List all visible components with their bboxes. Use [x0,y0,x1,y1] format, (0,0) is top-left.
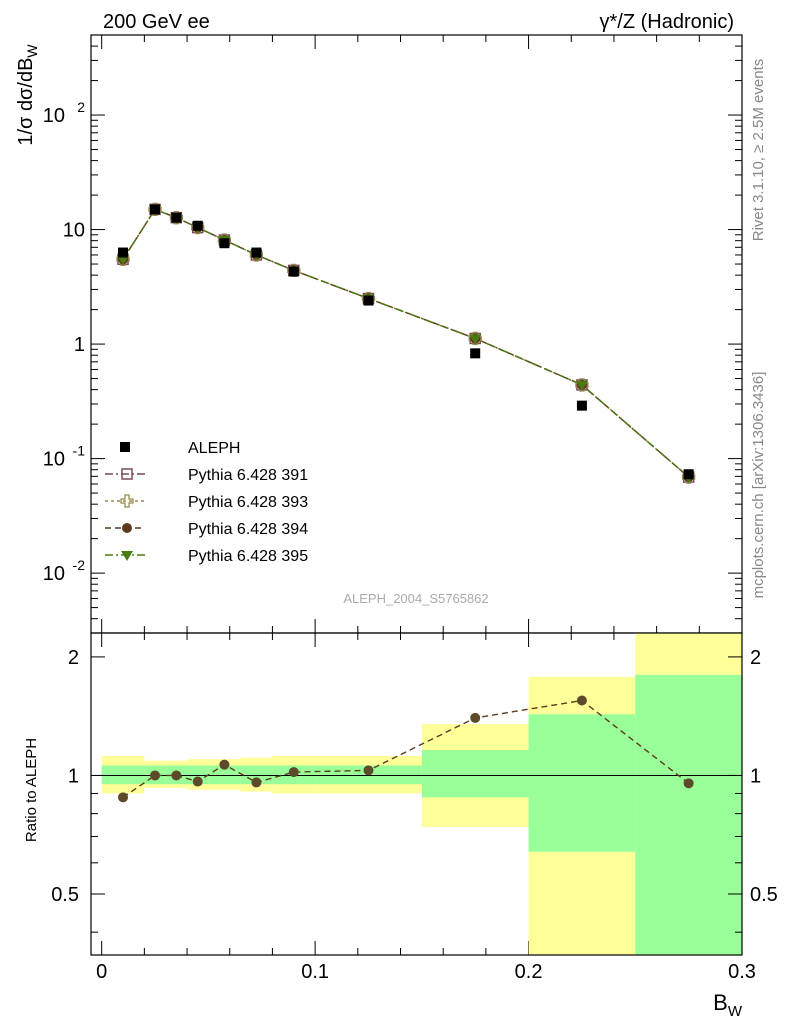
legend-marker [120,494,134,508]
ratio-ylabel: Ratio to ALEPH [23,738,40,842]
data-point [363,295,374,306]
y-tick-label: 10 [43,563,65,585]
legend-label: Pythia 6.428 393 [188,494,308,511]
series-line [122,208,690,478]
y-tick-exponent: 2 [77,99,85,115]
x-tick-label: 0.1 [301,961,329,983]
ratio-y-tick-label-right: 1 [750,765,761,787]
legend-marker [121,551,133,561]
legend-label: Pythia 6.428 391 [188,467,308,484]
ratio-point [683,778,694,789]
ratio-point [171,770,182,781]
data-point [575,380,588,391]
data-point [288,266,299,277]
ratio-point [288,767,299,778]
ratio-band-inner [421,750,529,798]
ratio-y-tick-label-right: 0.5 [750,884,778,906]
ratio-point [576,695,587,706]
x-tick-label: 0.3 [728,961,756,983]
ratio-y-tick-label: 2 [68,647,79,669]
legend-label: ALEPH [188,440,240,457]
y-tick-exponent: -2 [73,557,86,573]
x-tick-label: 0 [96,961,107,983]
data-point [171,212,182,223]
ratio-y-tick-label-right: 2 [750,647,761,669]
series-line [122,208,690,478]
y-tick-label: 1 [74,334,85,356]
legend-label: Pythia 6.428 395 [188,548,308,565]
ratio-band-inner [240,765,273,785]
data-point [470,348,481,359]
y-tick-label: 10 [43,105,65,127]
legend-marker [122,523,132,533]
ratio-point [363,765,374,776]
ratio-point [251,777,262,788]
x-tick-label: 0.2 [515,961,543,983]
main-panel: 10 -2 10 -1 1 10 10 2 ALEPH Pythia 6.428 391 Pythi… [43,34,743,955]
source-label: mcplots.cern.ch [arXiv:1306.3436] [750,372,767,599]
data-point [576,400,587,411]
data-point [117,255,130,266]
y-tick-label: 10 [43,449,65,471]
analysis-tag: ALEPH_2004_S5765862 [343,591,488,606]
ratio-point [150,770,161,781]
main-ylabel: 1/σ dσ/dBW [15,44,40,146]
y-tick-label: 10 [63,220,85,242]
y-tick-exponent: -1 [73,443,86,459]
ratio-point [192,776,203,787]
data-point [683,469,694,480]
header-right: γ*/Z (Hadronic) [600,11,734,33]
ratio-xlabel: BW [713,990,743,1020]
ratio-band-inner [528,714,636,852]
main-frame [90,34,743,634]
ratio-panel: 0 0.1 0.2 0.3 0.5 0.5 1 1 2 2 [51,632,778,983]
legend-marker [121,468,133,480]
ratio-band-inner [635,674,742,955]
ratio-y-tick-label: 0.5 [51,884,79,906]
data-point [192,220,203,231]
data-point [150,204,161,215]
ratio-band-inner [101,765,145,785]
data-point [469,334,482,345]
data-point [219,238,230,249]
header-left: 200 GeV ee [103,11,210,33]
series-line [122,208,690,478]
ratio-y-tick-label: 1 [68,765,79,787]
legend-marker [120,442,130,452]
ratio-frame [90,632,743,956]
ratio-band-inner [187,765,209,785]
ratio-point [118,792,129,803]
ratio-point [219,759,230,770]
data-point [251,247,262,258]
legend-label: Pythia 6.428 394 [188,521,308,538]
series-line [122,208,690,478]
version-label: Rivet 3.1.10, ≥ 2.5M events [750,59,767,242]
data-point [118,247,129,258]
ratio-point [470,712,481,723]
